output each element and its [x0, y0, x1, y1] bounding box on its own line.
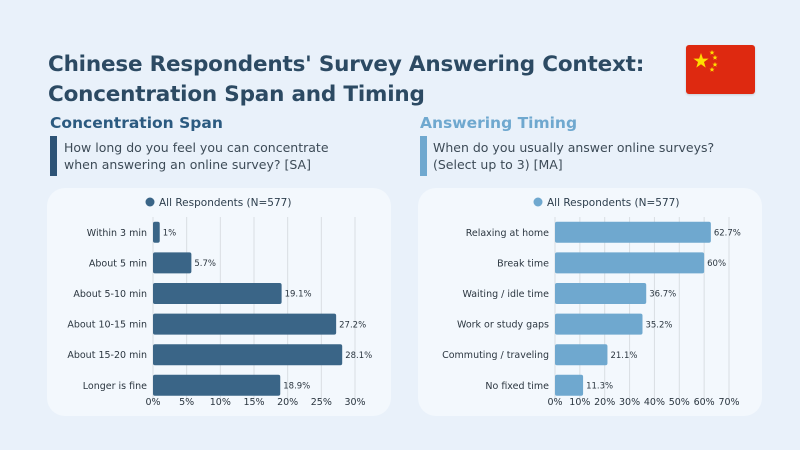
- question-left-line-2: when answering an online survey? [SA]: [64, 157, 311, 172]
- data-label: 35.2%: [645, 320, 672, 330]
- question-text-right: When do you usually answer online survey…: [433, 139, 753, 173]
- data-label: 5.7%: [194, 259, 216, 269]
- category-label: Longer is fine: [83, 381, 147, 392]
- bar: [153, 252, 192, 274]
- concentration-chart: All Respondents (N=577) 0% 5% 10% 15% 20% 25% 3…: [67, 197, 372, 408]
- category-label: Break time: [497, 258, 549, 269]
- question-text-left: How long do you feel you can concentrate…: [64, 139, 364, 173]
- data-label: 28.1%: [345, 351, 372, 361]
- category-label: About 5 min: [89, 258, 147, 269]
- legend-label: All Respondents (N=577): [547, 197, 679, 209]
- x-tick-label: 5%: [179, 397, 194, 408]
- data-label: 19.1%: [285, 290, 312, 300]
- data-label: 1%: [163, 229, 177, 239]
- bar: [555, 221, 711, 243]
- x-tick-label: 40%: [644, 397, 665, 408]
- bar: [555, 313, 643, 335]
- category-label: About 15-20 min: [67, 350, 147, 361]
- category-label: About 10-15 min: [67, 320, 147, 331]
- x-tick-label: 70%: [718, 397, 739, 408]
- bar: [153, 344, 343, 366]
- x-tick-label: 30%: [619, 397, 640, 408]
- question-right-line-2: (Select up to 3) [MA]: [433, 157, 563, 172]
- data-label: 27.2%: [339, 320, 366, 330]
- x-tick-label: 50%: [669, 397, 690, 408]
- x-tick-label: 10%: [210, 397, 231, 408]
- bar: [555, 252, 705, 274]
- x-tick-label: 0%: [547, 397, 562, 408]
- data-label: 60%: [707, 259, 726, 269]
- question-accent-bar-left: [50, 136, 57, 176]
- title-line-2: Concentration Span and Timing: [48, 82, 425, 107]
- category-label: Waiting / idle time: [462, 289, 549, 300]
- page-title: Chinese Respondents' Survey Answering Co…: [48, 50, 648, 110]
- category-label: About 5-10 min: [73, 289, 147, 300]
- data-label: 18.9%: [283, 382, 310, 392]
- category-label: No fixed time: [485, 381, 549, 392]
- data-label: 11.3%: [586, 382, 613, 392]
- category-label: Within 3 min: [87, 228, 147, 239]
- question-left-line-1: How long do you feel you can concentrate: [64, 140, 329, 155]
- concentration-chart-panel: All Respondents (N=577) 0% 5% 10% 15% 20% 25% 3…: [47, 188, 391, 416]
- x-tick-label: 30%: [344, 397, 365, 408]
- data-label: 36.7%: [649, 290, 676, 300]
- bar: [153, 313, 337, 335]
- data-label: 21.1%: [610, 351, 637, 361]
- flag-small-star-3: [712, 62, 718, 67]
- title-line-1: Chinese Respondents' Survey Answering Co…: [48, 52, 645, 77]
- x-tick-label: 20%: [594, 397, 615, 408]
- x-tick-label: 0%: [145, 397, 160, 408]
- flag-small-star-1: [709, 50, 715, 55]
- flag-small-star-4: [709, 67, 715, 72]
- legend-label: All Respondents (N=577): [159, 197, 291, 209]
- x-tick-label: 20%: [277, 397, 298, 408]
- bar: [153, 221, 160, 243]
- legend-marker: [533, 197, 543, 207]
- timing-chart-panel: All Respondents (N=577) 0% 10% 20% 30% 40% 50%…: [418, 188, 762, 416]
- bar: [555, 283, 647, 304]
- x-tick-label: 60%: [694, 397, 715, 408]
- question-right-line-1: When do you usually answer online survey…: [433, 140, 715, 155]
- question-accent-bar-right: [420, 136, 427, 176]
- timing-chart: All Respondents (N=577) 0% 10% 20% 30% 40% 50%…: [442, 197, 741, 408]
- x-tick-label: 15%: [243, 397, 264, 408]
- flag-big-star: [693, 53, 709, 68]
- bar: [555, 344, 608, 366]
- category-label: Commuting / traveling: [442, 350, 549, 361]
- category-label: Work or study gaps: [457, 320, 549, 331]
- section-title-timing: Answering Timing: [420, 114, 578, 132]
- data-label: 62.7%: [714, 229, 741, 239]
- category-label: Relaxing at home: [466, 228, 549, 239]
- bar: [153, 374, 281, 396]
- legend-marker: [145, 197, 155, 207]
- x-tick-label: 10%: [569, 397, 590, 408]
- china-flag-icon: [686, 45, 755, 94]
- flag-small-star-2: [712, 55, 718, 60]
- bar: [153, 283, 282, 304]
- section-title-concentration: Concentration Span: [50, 114, 223, 132]
- bar: [555, 374, 584, 396]
- x-tick-label: 25%: [311, 397, 332, 408]
